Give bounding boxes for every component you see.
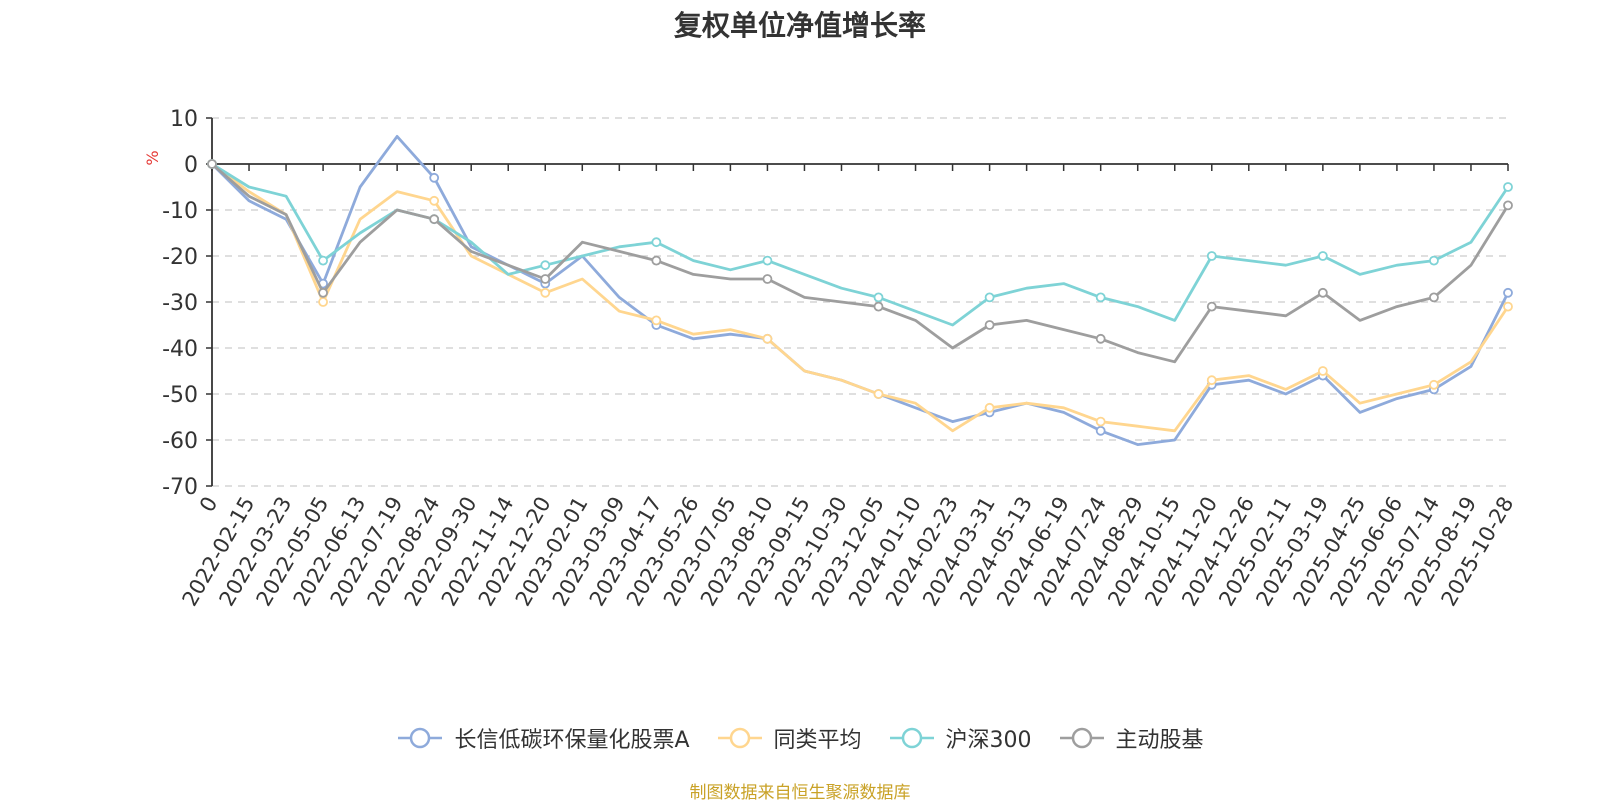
y-tick-label: -60: [162, 429, 198, 454]
series-2-point: [762, 333, 773, 344]
y-tick-label: -50: [162, 383, 198, 408]
series-line-4: [210, 162, 1510, 364]
series-3-point: [1429, 255, 1439, 266]
series-4-point: [1206, 301, 1217, 312]
series-line-1: [210, 134, 1510, 447]
series-4-point: [873, 301, 884, 312]
series-line-3: [210, 162, 1510, 327]
legend-marker-icon: [717, 727, 762, 749]
series-2-point: [1095, 416, 1106, 427]
chart-title: 复权单位净值增长率: [673, 9, 926, 42]
series-3-point: [762, 255, 773, 266]
series-2-point: [984, 402, 995, 413]
legend-item-3[interactable]: 沪深300: [888, 722, 1032, 754]
series-4-point: [762, 274, 773, 284]
series-2-point: [873, 389, 884, 399]
y-tick-label: -40: [162, 337, 198, 362]
series-3-point: [1503, 182, 1513, 192]
series-3-point: [318, 255, 328, 266]
x-tick-label: 0: [195, 493, 222, 517]
series-4-point: [540, 274, 551, 284]
series-3-point: [1206, 251, 1217, 261]
series-2-point: [1317, 366, 1328, 376]
y-tick-label: -30: [162, 291, 198, 316]
legend-label: 长信低碳环保量化股票A: [454, 728, 690, 753]
series-1-point: [1095, 425, 1106, 436]
legend-label: 主动股基: [1115, 728, 1204, 753]
series-2-point: [1206, 375, 1217, 386]
legend-item-1[interactable]: 长信低碳环保量化股票A: [396, 722, 690, 754]
legend-label: 沪深300: [945, 728, 1032, 753]
legend-item-4[interactable]: 主动股基: [1058, 722, 1204, 754]
series-3-point: [1095, 292, 1106, 303]
y-tick-label: -70: [162, 475, 198, 500]
legend-marker-icon: [1059, 727, 1104, 749]
y-tick-label: 0: [184, 153, 198, 178]
series-3-point: [651, 237, 662, 248]
series-4-point: [207, 159, 217, 169]
legend-marker-icon: [889, 727, 934, 749]
series-2-point: [318, 297, 328, 307]
legend-item-2[interactable]: 同类平均: [716, 722, 862, 754]
series-2-point: [1503, 301, 1513, 312]
series-4-point: [984, 320, 995, 330]
source-note: 制图数据来自恒生聚源数据库: [689, 783, 911, 803]
series-4-point: [1095, 333, 1106, 344]
series-2-point: [651, 315, 662, 326]
series-4-point: [1503, 200, 1513, 211]
series-2-point: [429, 195, 440, 206]
series-3-point: [984, 292, 995, 303]
legend-label: 同类平均: [773, 728, 862, 753]
series-3-point: [1317, 251, 1328, 261]
series-2-point: [540, 287, 551, 298]
series-1-point: [1503, 287, 1513, 298]
legend: 长信低碳环保量化股票A 同类平均 沪深300 主动股基: [0, 722, 1600, 754]
series-4-point: [651, 255, 662, 266]
y-tick-label: 10: [170, 107, 198, 132]
series-1-point: [429, 172, 440, 183]
series-line-2: [210, 162, 1510, 433]
series-4-point: [1429, 292, 1439, 303]
legend-marker-icon: [398, 727, 443, 749]
series-2-point: [1429, 379, 1439, 390]
y-tick-label: -20: [162, 245, 198, 270]
series-4-point: [1317, 287, 1328, 298]
series-4-point: [429, 214, 440, 225]
series-3-point: [873, 292, 884, 303]
series-4-point: [318, 287, 328, 298]
y-tick-label: -10: [162, 199, 198, 224]
series-3-point: [540, 260, 551, 271]
y-axis-label: %: [143, 150, 162, 165]
